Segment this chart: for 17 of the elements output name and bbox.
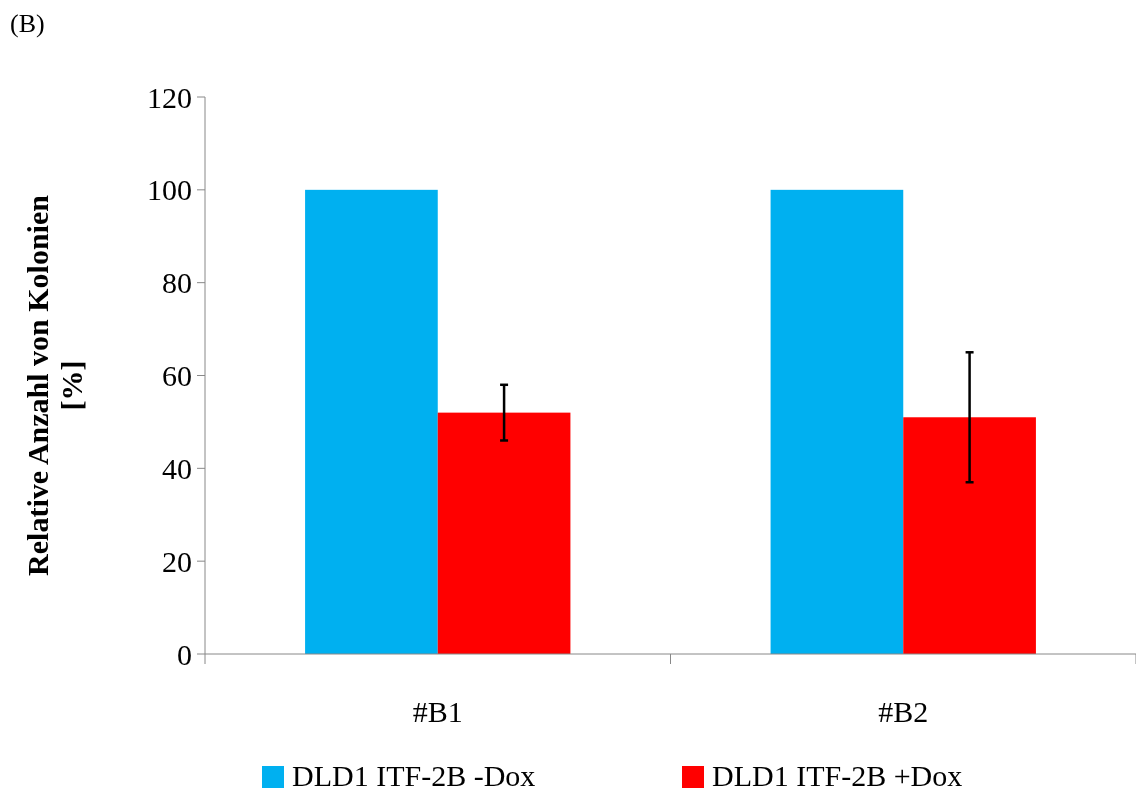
- y-tick-label: 100: [147, 173, 192, 207]
- x-tick-label: #B2: [878, 695, 929, 728]
- chart-title: (B): [10, 9, 45, 38]
- y-tick-label: 60: [162, 359, 192, 392]
- y-axis-title: Relative Anzahl von Kolonien [%]: [21, 194, 88, 576]
- x-tick-label: #B1: [412, 695, 463, 728]
- bar: [305, 189, 438, 654]
- bar: [903, 417, 1036, 654]
- y-tick-label: 0: [177, 637, 192, 671]
- y-tick-label: 120: [147, 80, 192, 114]
- legend-label: DLD1 ITF-2B -Dox: [292, 759, 536, 792]
- bar: [437, 412, 571, 654]
- y-tick-label: 40: [162, 451, 192, 485]
- y-tick-label: 20: [162, 544, 192, 578]
- y-tick-label: 80: [162, 266, 192, 300]
- bar: [770, 189, 904, 654]
- legend-label: DLD1 ITF-2B +Dox: [712, 759, 963, 792]
